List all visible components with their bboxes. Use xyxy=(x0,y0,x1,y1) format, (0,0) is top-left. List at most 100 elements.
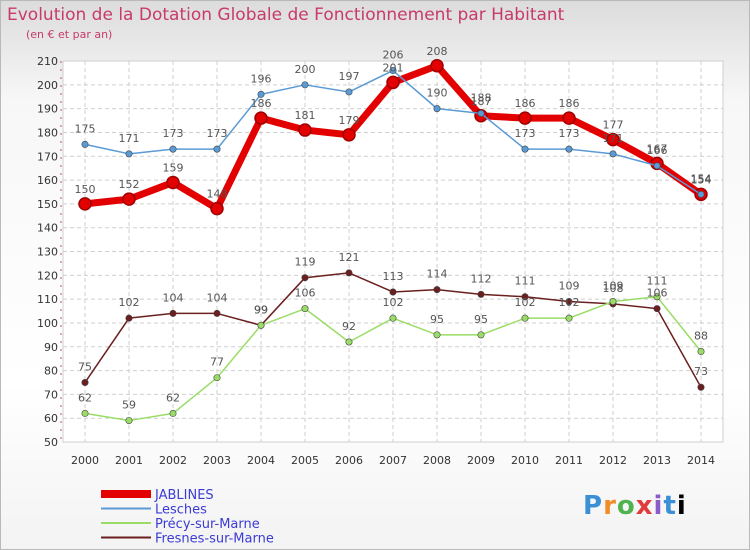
data-label: 173 xyxy=(559,127,580,140)
data-point xyxy=(345,88,353,96)
chart-subtitle: (en € et par an) xyxy=(26,28,113,41)
x-tick-label: 2008 xyxy=(423,454,451,467)
y-tick-label: 180 xyxy=(37,126,58,139)
data-label: 104 xyxy=(163,291,184,304)
data-label: 111 xyxy=(515,275,536,288)
data-label: 92 xyxy=(342,320,356,333)
data-label: 109 xyxy=(559,280,580,293)
data-point xyxy=(125,417,133,425)
data-point xyxy=(389,288,397,296)
data-point xyxy=(213,374,221,382)
data-label: 201 xyxy=(383,61,404,74)
x-tick-label: 2011 xyxy=(555,454,583,467)
data-point xyxy=(433,105,441,113)
x-tick-label: 2007 xyxy=(379,454,407,467)
data-point xyxy=(301,81,309,89)
data-point xyxy=(518,111,532,125)
y-tick-label: 100 xyxy=(37,317,58,330)
data-label: 150 xyxy=(75,183,96,196)
data-point xyxy=(477,290,485,298)
data-label: 109 xyxy=(603,280,624,293)
x-tick-label: 2003 xyxy=(203,454,231,467)
data-point xyxy=(213,309,221,317)
x-tick-label: 2012 xyxy=(599,454,627,467)
data-point xyxy=(81,378,89,386)
data-label: 102 xyxy=(383,296,404,309)
data-point xyxy=(609,150,617,158)
x-tick-label: 2002 xyxy=(159,454,187,467)
data-label: 104 xyxy=(207,291,228,304)
data-point xyxy=(301,305,309,313)
x-tick-label: 2005 xyxy=(291,454,319,467)
data-label: 106 xyxy=(647,287,668,300)
data-point xyxy=(81,140,89,148)
data-point xyxy=(477,331,485,339)
data-label: 108 xyxy=(603,282,624,295)
data-label: 177 xyxy=(603,119,624,132)
data-label: 206 xyxy=(383,49,404,62)
data-point xyxy=(565,145,573,153)
data-point xyxy=(342,128,356,142)
data-label: 186 xyxy=(515,97,536,110)
data-label: 171 xyxy=(119,132,140,145)
data-label: 112 xyxy=(471,272,492,285)
data-label: 95 xyxy=(430,313,444,326)
data-point xyxy=(166,175,180,190)
data-label: 186 xyxy=(251,97,272,110)
data-point xyxy=(609,298,617,306)
data-point xyxy=(653,162,661,170)
y-tick-label: 50 xyxy=(44,436,58,449)
data-label: 102 xyxy=(559,296,580,309)
data-label: 95 xyxy=(474,313,488,326)
data-point xyxy=(430,59,444,73)
data-point xyxy=(521,293,529,301)
y-tick-label: 140 xyxy=(37,222,58,235)
data-label: 119 xyxy=(295,256,316,269)
data-label: 114 xyxy=(427,268,448,281)
data-point xyxy=(521,314,529,322)
data-label: 113 xyxy=(383,270,404,283)
y-tick-label: 110 xyxy=(37,293,58,306)
data-point xyxy=(169,309,177,317)
data-label: 159 xyxy=(163,161,184,174)
data-point xyxy=(169,145,177,153)
x-tick-label: 2014 xyxy=(687,454,715,467)
y-tick-label: 80 xyxy=(44,365,58,378)
legend-label: Fresnes-sur-Marne xyxy=(155,532,274,547)
data-label: 188 xyxy=(471,91,492,104)
x-tick-label: 2013 xyxy=(643,454,671,467)
data-label: 175 xyxy=(75,122,96,135)
data-point xyxy=(345,269,353,277)
data-label: 154 xyxy=(691,173,712,186)
data-point xyxy=(125,150,133,158)
data-point xyxy=(386,75,400,90)
data-point xyxy=(78,197,92,211)
data-label: 77 xyxy=(210,356,224,369)
data-label: 200 xyxy=(295,63,316,76)
data-point xyxy=(697,383,705,391)
data-label: 166 xyxy=(647,144,668,157)
data-label: 173 xyxy=(515,127,536,140)
proxiti-logo: Proxiti xyxy=(583,491,687,521)
legend-label: JABLINES xyxy=(154,488,214,503)
data-point xyxy=(606,132,620,147)
data-point xyxy=(210,201,224,216)
data-label: 62 xyxy=(166,391,180,404)
data-label: 196 xyxy=(251,72,272,85)
data-label: 187 xyxy=(471,95,492,108)
data-point xyxy=(477,109,485,117)
data-point xyxy=(697,190,705,198)
data-label: 148 xyxy=(207,188,228,201)
data-label: 99 xyxy=(254,303,268,316)
data-label: 181 xyxy=(295,109,316,122)
data-label: 111 xyxy=(647,275,668,288)
data-label: 121 xyxy=(339,251,360,264)
y-tick-label: 210 xyxy=(37,55,58,68)
data-label: 106 xyxy=(295,287,316,300)
y-tick-label: 150 xyxy=(37,198,58,211)
y-tick-label: 160 xyxy=(37,174,58,187)
chart-title: Evolution de la Dotation Globale de Fonc… xyxy=(7,5,565,25)
data-label: 75 xyxy=(78,360,92,373)
